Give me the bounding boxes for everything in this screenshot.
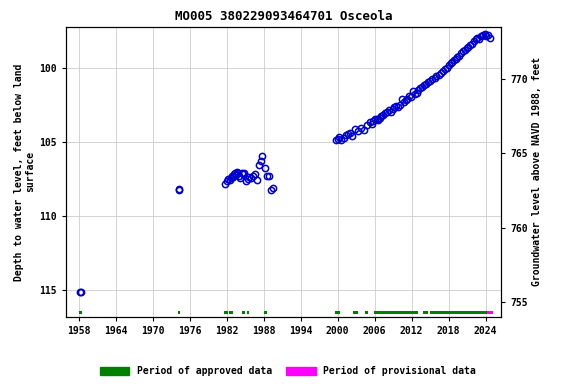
Legend: Period of approved data, Period of provisional data: Period of approved data, Period of provi…: [97, 363, 479, 379]
Bar: [374, 311, 418, 314]
Bar: [247, 311, 249, 314]
Bar: [242, 311, 245, 314]
Bar: [423, 311, 428, 314]
Bar: [365, 311, 369, 314]
Bar: [79, 311, 82, 314]
Y-axis label: Groundwater level above NAVD 1988, feet: Groundwater level above NAVD 1988, feet: [532, 57, 542, 286]
Bar: [353, 311, 358, 314]
Bar: [224, 311, 228, 314]
Bar: [264, 311, 267, 314]
Bar: [430, 311, 487, 314]
Title: MO005 380229093464701 Osceola: MO005 380229093464701 Osceola: [175, 10, 392, 23]
Bar: [229, 311, 233, 314]
Bar: [335, 311, 339, 314]
Bar: [177, 311, 180, 314]
Y-axis label: Depth to water level, feet below land
surface: Depth to water level, feet below land su…: [14, 63, 35, 281]
Bar: [487, 311, 493, 314]
